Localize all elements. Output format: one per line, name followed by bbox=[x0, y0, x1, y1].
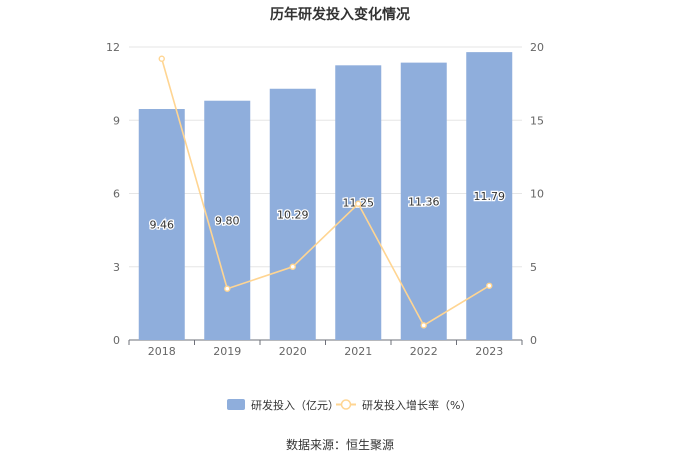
legend-line-label[interactable]: 研发投入增长率（%） bbox=[362, 398, 471, 412]
chart-title: 历年研发投入变化情况 bbox=[270, 7, 410, 23]
x-tick-label: 2021 bbox=[344, 345, 372, 358]
y-left-tick-label: 6 bbox=[113, 188, 120, 201]
y-right-tick-label: 5 bbox=[530, 261, 537, 274]
y-left-tick-label: 3 bbox=[113, 261, 120, 274]
y-right-tick-label: 10 bbox=[530, 188, 544, 201]
grid-lines bbox=[129, 46, 522, 268]
legend-bar-swatch bbox=[227, 399, 245, 410]
growth-point bbox=[289, 263, 296, 270]
bar bbox=[466, 52, 513, 340]
data-label-halo: 11.36 bbox=[408, 195, 440, 208]
bar bbox=[400, 62, 447, 340]
data-label-halo: 11.79 bbox=[474, 190, 506, 203]
x-tick-label: 2018 bbox=[148, 345, 176, 358]
data-label: 9.80 bbox=[215, 214, 240, 227]
legend[interactable]: 研发投入（亿元） 研发投入增长率（%） bbox=[227, 398, 471, 412]
legend-line-marker bbox=[340, 399, 352, 410]
growth-point bbox=[486, 282, 493, 289]
y-left-tick-label: 0 bbox=[113, 334, 120, 347]
data-label: 11.36 bbox=[408, 195, 440, 208]
growth-point bbox=[420, 322, 427, 329]
growth-line bbox=[160, 58, 490, 327]
data-label: 11.79 bbox=[474, 190, 506, 203]
data-label-halo: 10.29 bbox=[277, 208, 309, 221]
growth-point bbox=[355, 200, 362, 207]
y-right-tick-label: 15 bbox=[530, 114, 544, 127]
data-source: 数据来源：恒生聚源 bbox=[285, 438, 394, 452]
y-left-tick-label: 12 bbox=[106, 41, 120, 54]
bar bbox=[269, 88, 316, 340]
bar bbox=[138, 109, 185, 340]
y-right-tick-label: 20 bbox=[530, 41, 544, 54]
data-label-halo: 9.80 bbox=[215, 214, 240, 227]
data-label: 9.46 bbox=[150, 219, 175, 232]
axes: 0 3 6 9 12 0 5 10 15 20 2018 2019 2020 2021 2022 2023 bbox=[106, 41, 544, 358]
x-tick-label: 2020 bbox=[279, 345, 307, 358]
data-label-halo: 9.46 bbox=[150, 219, 175, 232]
line-series bbox=[158, 55, 493, 329]
x-tick-label: 2022 bbox=[410, 345, 438, 358]
data-label: 10.29 bbox=[277, 208, 309, 221]
data-labels: 9.469.469.809.8010.2910.2911.2511.2511.3… bbox=[148, 189, 506, 233]
y-left-tick-label: 9 bbox=[113, 114, 120, 127]
legend-bar-label[interactable]: 研发投入（亿元） bbox=[251, 398, 339, 412]
bar bbox=[204, 100, 251, 340]
growth-point bbox=[224, 285, 231, 292]
growth-point bbox=[158, 55, 165, 62]
x-tick-label: 2023 bbox=[475, 345, 503, 358]
x-tick-label: 2019 bbox=[213, 345, 241, 358]
y-right-tick-label: 0 bbox=[530, 334, 537, 347]
bar-series bbox=[138, 52, 513, 340]
